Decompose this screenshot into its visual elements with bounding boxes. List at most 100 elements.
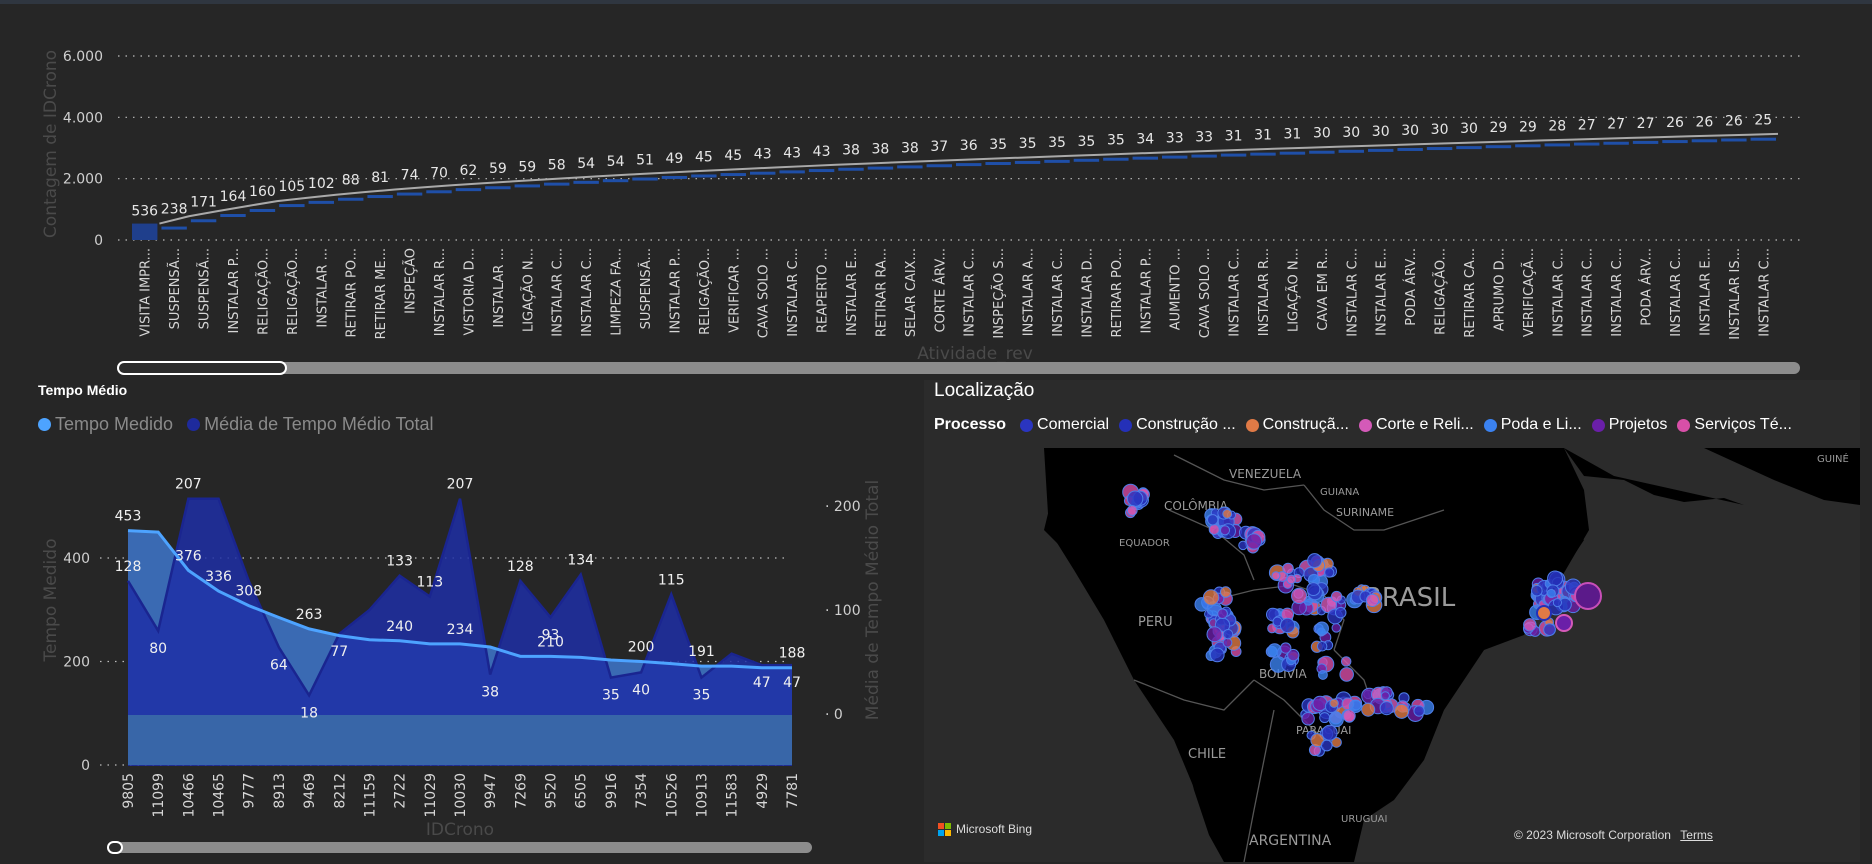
location-point-large: [1536, 605, 1552, 621]
location-point: [1319, 712, 1331, 724]
y-left-axis-title: Tempo Medido: [41, 539, 61, 663]
legend-item-processo[interactable]: Construção ...: [1119, 416, 1236, 434]
bar: [514, 184, 540, 188]
bar: [897, 165, 923, 169]
terms-link[interactable]: Terms: [1680, 828, 1713, 842]
bar-value-label: 35: [1048, 135, 1066, 151]
legend-title: Processo: [934, 416, 1007, 433]
location-point: [1361, 702, 1376, 717]
bar: [1220, 153, 1247, 157]
bar-value-label: 30: [1342, 125, 1360, 141]
legend-item-processo[interactable]: Construçã...: [1245, 416, 1349, 434]
location-point: [1219, 525, 1231, 536]
bar-value-label: 33: [1166, 131, 1184, 147]
legend-dot-icon: [1483, 418, 1497, 432]
bar: [161, 226, 187, 230]
media-tempo-label: 115: [658, 572, 685, 588]
legend-label: Poda e Li...: [1500, 416, 1582, 433]
country-label: GUINÉ: [1817, 452, 1849, 465]
x-tick-label: 7354: [634, 773, 650, 809]
location-point: [1328, 712, 1344, 728]
x-tick-label: VISITA IMPR...: [139, 248, 154, 337]
legend-item-processo[interactable]: Serviços Té...: [1677, 416, 1792, 434]
media-tempo-label: 207: [175, 477, 202, 493]
brazil-map[interactable]: VENEZUELAGUIANASURINAMECOLÔMBIAEQUADORPE…: [924, 380, 1860, 862]
y-right-tick: · 0: [825, 707, 843, 723]
bar: [1515, 144, 1541, 148]
atividade-bar-chart-panel: 0 2.000 4.000 6.000 536 VISITA IMPR... 238 SUSP…: [0, 4, 1872, 380]
bar: [1132, 156, 1158, 160]
x-tick-label: AUMENTO ...: [1169, 248, 1184, 330]
location-point: [1324, 567, 1335, 578]
scrollbar-thumb[interactable]: [107, 841, 123, 854]
location-point: [1331, 623, 1342, 633]
y-axis-title: Contagem de IDCrono: [41, 50, 61, 238]
scrollbar-thumb[interactable]: [117, 361, 287, 375]
bar: [308, 200, 334, 204]
x-tick-label: INSTALAR E...: [845, 248, 860, 336]
location-point: [1379, 701, 1394, 716]
baseline-band: [128, 715, 792, 765]
x-tick-label: INSPEÇÃO S...: [991, 248, 1007, 339]
x-tick-label: 6505: [574, 773, 590, 809]
bar-value-label: 536: [131, 204, 158, 220]
legend-item-tempo-medido[interactable]: Tempo Medido: [38, 414, 173, 435]
bar: [1309, 150, 1335, 154]
bar-value-label: 164: [220, 189, 247, 205]
bar: [632, 177, 658, 181]
legend-item-media-tempo[interactable]: Média de Tempo Médio Total: [187, 414, 434, 435]
location-point: [1316, 641, 1328, 652]
tempo-medio-legend[interactable]: Tempo Medido Média de Tempo Médio Total: [38, 414, 434, 435]
y-tick-label: 4.000: [63, 110, 103, 126]
x-tick-label: 11099: [151, 773, 167, 818]
bar: [1603, 141, 1629, 145]
bar-value-label: 30: [1431, 122, 1449, 138]
location-point: [1330, 590, 1343, 603]
x-tick-label: INSTALAR P...: [227, 248, 242, 333]
x-tick-label: 10913: [694, 773, 710, 818]
bar: [455, 188, 482, 192]
bar-value-label: 70: [430, 165, 448, 181]
x-tick-label: PODA ÁRV...: [1403, 248, 1419, 326]
bar: [985, 162, 1011, 166]
x-tick-label: RELIGAÇÃO...: [697, 248, 713, 335]
media-tempo-label: 35: [693, 688, 711, 704]
legend-item-processo[interactable]: Poda e Li...: [1483, 416, 1582, 434]
country-border: [1168, 509, 1255, 581]
tempo-medido-label: 263: [296, 607, 323, 623]
x-tick-label: 8913: [272, 773, 288, 809]
x-tick-label: CAVA SOLO ...: [757, 248, 772, 338]
bar-value-label: 38: [872, 142, 890, 158]
y-left-tick: 400: [63, 551, 90, 567]
x-tick-label: 7781: [785, 773, 801, 809]
bar: [1544, 143, 1570, 147]
legend-item-processo[interactable]: Corte e Reli...: [1358, 416, 1474, 434]
bar-value-label: 160: [249, 184, 276, 200]
location-point: [1202, 589, 1220, 606]
location-point: [1287, 648, 1300, 662]
legend-dot-icon: [38, 418, 51, 431]
bar: [1044, 159, 1070, 163]
legend-dot-icon: [187, 418, 201, 431]
media-tempo-label: 64: [270, 657, 288, 673]
location-point: [1329, 698, 1339, 708]
horizontal-scrollbar: [108, 842, 812, 853]
bar-value-label: 25: [1754, 113, 1772, 129]
x-tick-label: 11159: [362, 773, 378, 818]
processo-legend[interactable]: Processo Comercial Construção ... Construç…: [934, 416, 1792, 434]
location-point: [1523, 618, 1537, 632]
x-tick-label: INSTALAR C...: [1581, 248, 1596, 337]
x-tick-label: INSTALAR C...: [963, 248, 978, 337]
x-tick-label: SUSPENSÃ...: [167, 248, 183, 329]
legend-item-processo[interactable]: Comercial: [1020, 416, 1109, 434]
location-point: [1546, 588, 1556, 599]
x-tick-label: INSTALAR C...: [1345, 248, 1360, 337]
location-point: [1365, 593, 1380, 607]
x-tick-label: INSTALAR E...: [1375, 248, 1390, 336]
bar: [750, 171, 776, 175]
bing-brand: Microsoft Bing: [956, 822, 1033, 836]
location-point: [1334, 606, 1347, 619]
x-tick-label: 11583: [725, 773, 741, 818]
x-tick-label: RELIGAÇÃO...: [255, 248, 271, 335]
legend-item-processo[interactable]: Projetos: [1591, 416, 1667, 434]
